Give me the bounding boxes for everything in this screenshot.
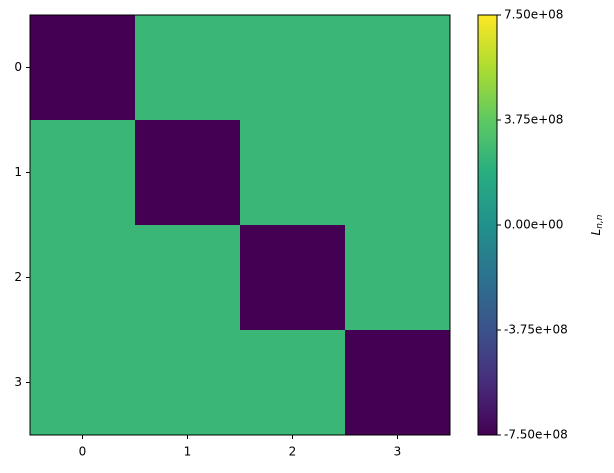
heatmap-cell	[240, 225, 346, 331]
heatmap-cell	[135, 330, 241, 436]
y-tick-label: 1	[14, 165, 22, 179]
heatmap-cell	[240, 120, 346, 226]
heatmap-cell	[30, 225, 136, 331]
heatmap-cell	[345, 15, 451, 121]
y-tick-label: 3	[14, 375, 22, 389]
heatmap-cell	[345, 120, 451, 226]
y-tick-label: 2	[14, 270, 22, 284]
heatmap-cell	[135, 120, 241, 226]
heatmap-cell	[30, 120, 136, 226]
heatmap-cell	[30, 15, 136, 121]
colorbar-tick-label: 0.00e+00	[504, 218, 563, 232]
x-tick-label: 1	[184, 445, 192, 459]
heatmap-cell	[345, 330, 451, 436]
heatmap-cell	[135, 225, 241, 331]
heatmap-cell	[30, 330, 136, 436]
heatmap-cell	[135, 15, 241, 121]
colorbar-label: Ln,n	[589, 214, 605, 235]
x-tick-label: 0	[79, 445, 87, 459]
heatmap-cell	[240, 15, 346, 121]
colorbar-label-sub: n,n	[595, 214, 605, 229]
colorbar-label-main: L	[589, 229, 603, 236]
colorbar-tick-label: 7.50e+08	[504, 8, 563, 22]
heatmap-cell	[240, 330, 346, 436]
y-tick-label: 0	[14, 60, 22, 74]
colorbar-tick-label: 3.75e+08	[504, 113, 563, 127]
x-tick-label: 3	[394, 445, 402, 459]
colorbar	[477, 14, 498, 436]
colorbar-tick-label: -7.50e+08	[504, 428, 568, 442]
colorbar-tick-label: -3.75e+08	[504, 323, 568, 337]
x-tick-label: 2	[289, 445, 297, 459]
heatmap-cell	[345, 225, 451, 331]
plot-frame	[29, 14, 451, 436]
